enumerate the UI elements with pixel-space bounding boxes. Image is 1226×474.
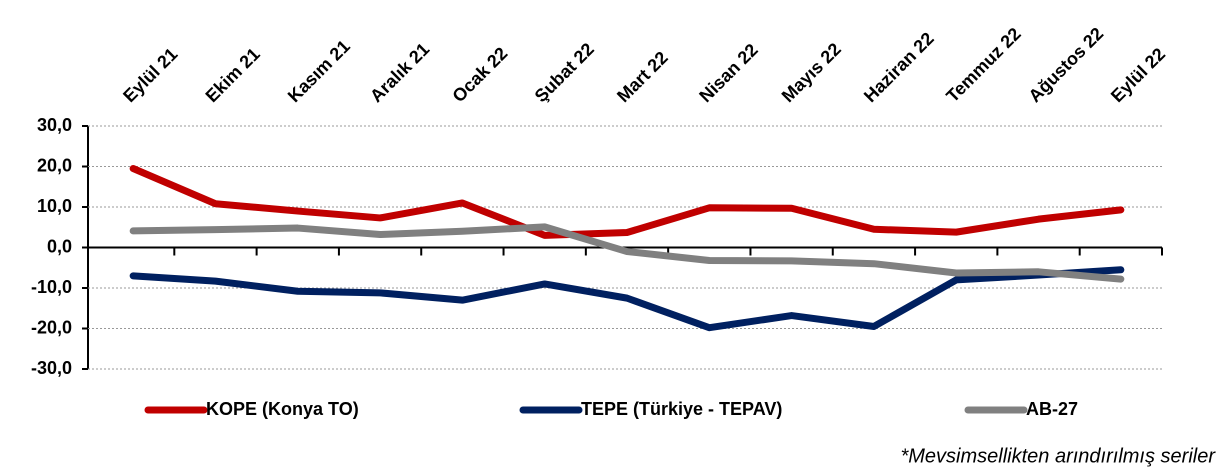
x-tick-label: Mayıs 22	[778, 39, 845, 106]
footnote: *Mevsimsellikten arındırılmış seriler	[900, 445, 1216, 467]
y-tick-label: -30,0	[31, 358, 72, 378]
x-tick-label: Eylül 22	[1107, 44, 1169, 106]
x-tick-label: Ocak 22	[448, 43, 511, 106]
y-tick-label: 10,0	[37, 196, 72, 216]
x-tick-label: Mart 22	[613, 47, 672, 106]
legend-label: TEPE (Türkiye - TEPAV)	[581, 399, 782, 419]
x-tick-label: Temmuz 22	[942, 24, 1025, 107]
x-tick-label: Ağustos 22	[1025, 23, 1108, 106]
line-series	[129, 165, 1125, 239]
line-series	[129, 266, 1125, 332]
line-series	[129, 223, 1125, 283]
x-tick-label: Haziran 22	[860, 28, 938, 106]
y-tick-label: -10,0	[31, 277, 72, 297]
y-tick-label: -20,0	[31, 317, 72, 337]
x-tick-label: Nisan 22	[695, 40, 762, 107]
y-tick-label: 20,0	[37, 155, 72, 175]
x-tick-label: Ekim 21	[202, 44, 264, 106]
x-tick-label: Eylül 21	[119, 44, 181, 106]
legend-label: KOPE (Konya TO)	[206, 399, 359, 419]
x-tick-label: Kasım 21	[284, 36, 354, 106]
legend-label: AB-27	[1026, 399, 1078, 419]
y-tick-label: 30,0	[37, 115, 72, 135]
y-tick-label: 0,0	[47, 236, 72, 256]
x-tick-label: Şubat 22	[531, 39, 598, 106]
x-tick-label: Aralık 21	[366, 39, 433, 106]
